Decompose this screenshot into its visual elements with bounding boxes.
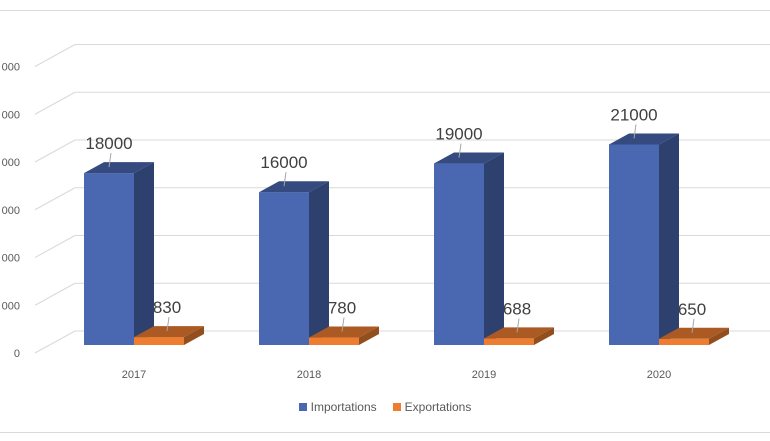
bar-importations-2020 [609,144,659,345]
gridline-diagonal [34,91,76,115]
data-label-exportations-2020: 650 [678,300,706,319]
bar-exportations-2018 [309,337,359,345]
y-tick-label: 000 [2,157,20,169]
bar-side-importations-2019 [484,152,504,345]
x-tick-labels: 2017 2018 2019 2020 [122,369,671,381]
gridline-diagonal [34,282,76,306]
data-label-leader [516,318,520,333]
data-label-leader [458,143,462,158]
y-tick-label: 000 [2,300,20,312]
bar-exportations-2017 [134,337,184,345]
bar-top-exportations-2019 [484,327,554,339]
x-tick-label-2017: 2017 [122,369,146,381]
legend-swatch-exportations [392,403,401,411]
legend-item-importations: Importations [298,400,377,414]
data-label-leader [341,317,345,332]
bar-top-importations-2018 [259,181,329,193]
bar-side-exportations-2018 [359,326,379,345]
bar-top-exportations-2020 [659,327,729,339]
data-label-leader [108,153,112,168]
data-label-importations-2019: 19000 [435,125,482,144]
bar-side-exportations-2019 [534,327,554,345]
y-tick-label: 0 [14,348,20,360]
data-label-exportations-2018: 780 [328,299,356,318]
legend: Importations Exportations [0,400,770,414]
legend-label-importations: Importations [310,400,377,414]
data-label-leader [283,172,287,187]
top-border [0,10,770,11]
y-tick-label: 000 [2,109,20,121]
y-tick-label: 000 [2,62,20,74]
bar-top-importations-2017 [84,162,154,174]
data-label-group: 18000 830 16000 780 19000 688 21000 650 [85,105,706,333]
bar-top-exportations-2018 [309,326,379,338]
bar-importations-2018 [259,192,309,345]
y-tick-label: 000 [2,253,20,265]
bar-importations-2017 [84,173,134,345]
data-label-leader [691,318,695,333]
bar-top-importations-2020 [609,133,679,145]
gridline-diagonal [34,139,76,163]
legend-swatch-importations [298,403,307,411]
bar-importations-2019 [434,163,484,345]
data-label-exportations-2019: 688 [503,299,531,318]
data-label-importations-2017: 18000 [85,134,132,153]
bar-exportations-2019 [484,338,534,345]
data-label-importations-2018: 16000 [260,153,307,172]
data-label-importations-2020: 21000 [610,105,657,124]
bar-side-exportations-2017 [184,326,204,345]
bottom-border [0,432,770,433]
data-label-leader [633,124,637,139]
bar-side-importations-2017 [134,162,154,345]
bar-side-importations-2018 [309,181,329,345]
y-tick-label: 000 [2,205,20,217]
gridline-diagonal [34,235,76,258]
legend-item-exportations: Exportations [392,400,472,414]
x-tick-label-2018: 2018 [297,369,321,381]
x-tick-label-2019: 2019 [472,369,496,381]
x-tick-label-2020: 2020 [647,369,671,381]
bar-side-importations-2020 [659,133,679,345]
bar-exportations-2020 [659,338,709,345]
gridline-diagonal [34,44,76,67]
gridline-diagonal [34,187,76,211]
bar-top-exportations-2017 [134,326,204,338]
gridline-diagonal [34,330,76,354]
data-label-leader [166,317,170,332]
legend-label-exportations: Exportations [404,400,472,414]
data-label-exportations-2017: 830 [153,298,181,317]
bar-top-importations-2019 [434,152,504,164]
bar-side-exportations-2020 [709,327,729,345]
bar-group [84,133,729,345]
